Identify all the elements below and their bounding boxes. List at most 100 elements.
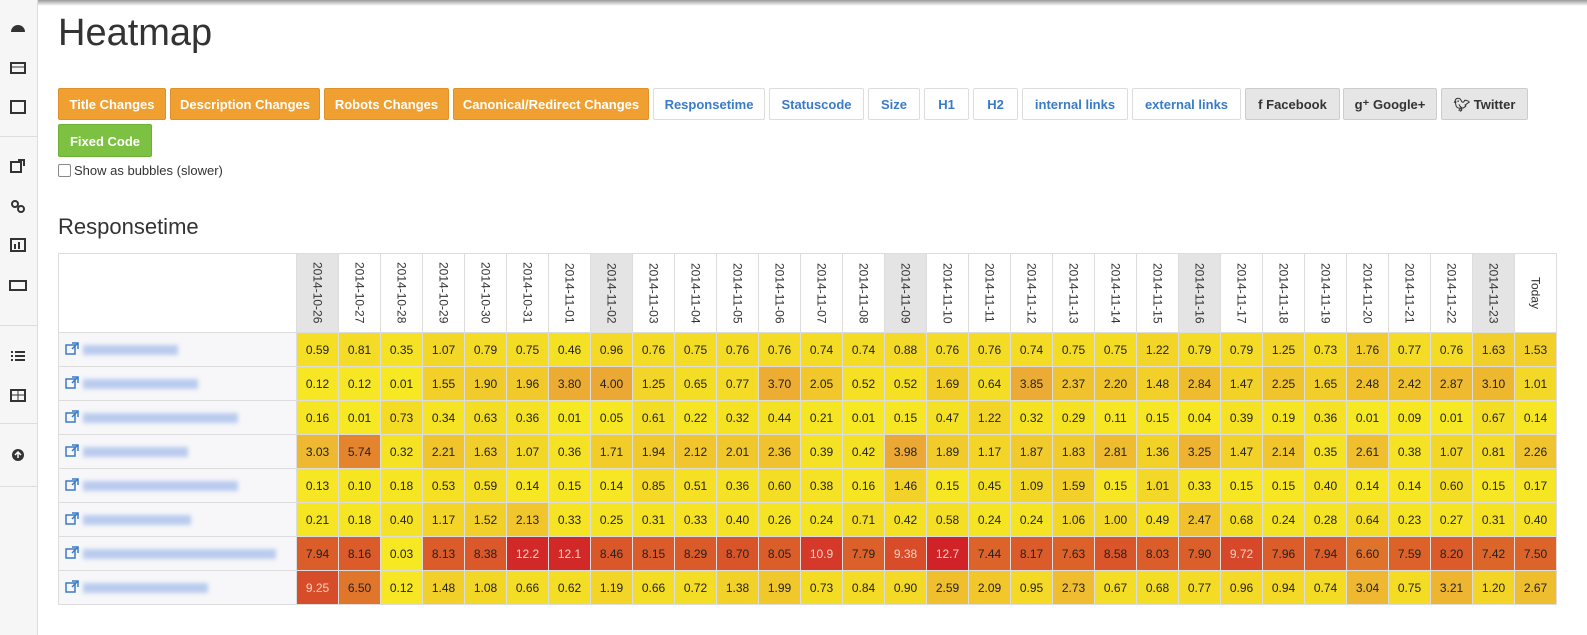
table-row: 0.12 0.12 0.01 1.55 1.90 1.96 3.80 4.00 1.25 0.65… bbox=[58, 366, 1557, 401]
heat-cell: 0.81 bbox=[338, 332, 381, 367]
row-label bbox=[58, 400, 297, 435]
button[interactable]: Robots Changes bbox=[324, 88, 449, 120]
heat-cell: 0.18 bbox=[380, 468, 423, 503]
heat-cell: 1.07 bbox=[1430, 434, 1473, 469]
heat-cell: 0.47 bbox=[926, 400, 969, 435]
heat-cell: 0.60 bbox=[758, 468, 801, 503]
heat-cell: 0.28 bbox=[1304, 502, 1347, 537]
link-icon[interactable] bbox=[65, 342, 79, 356]
blurred-url[interactable] bbox=[83, 515, 191, 525]
heat-cell: 0.96 bbox=[1220, 570, 1263, 605]
separator bbox=[0, 486, 37, 487]
bullet-list-icon[interactable] bbox=[9, 348, 27, 364]
heat-cell: 0.75 bbox=[506, 332, 549, 367]
link-icon[interactable] bbox=[65, 376, 79, 390]
heat-cell: 0.74 bbox=[800, 332, 843, 367]
heat-cell: 0.26 bbox=[758, 502, 801, 537]
link-icon[interactable] bbox=[65, 546, 79, 560]
heat-cell: 0.73 bbox=[800, 570, 843, 605]
top-shadow bbox=[0, 0, 1587, 6]
dashboard-icon[interactable] bbox=[9, 20, 27, 36]
blurred-url[interactable] bbox=[83, 549, 276, 559]
heat-cell: 0.01 bbox=[842, 400, 885, 435]
heat-cell: 0.11 bbox=[1094, 400, 1137, 435]
heat-cell: 0.31 bbox=[1472, 502, 1515, 537]
heat-cell: 0.46 bbox=[548, 332, 591, 367]
button[interactable]: Responsetime bbox=[653, 88, 765, 120]
heat-cell: 0.67 bbox=[1094, 570, 1137, 605]
blurred-url[interactable] bbox=[83, 379, 198, 389]
button[interactable]: Description Changes bbox=[170, 88, 320, 120]
heat-cell: 0.76 bbox=[926, 332, 969, 367]
blurred-url[interactable] bbox=[83, 345, 178, 355]
button[interactable]: f Facebook bbox=[1245, 88, 1340, 120]
heat-cell: 0.32 bbox=[716, 400, 759, 435]
heat-cell: 2.05 bbox=[800, 366, 843, 401]
blurred-url[interactable] bbox=[83, 447, 188, 457]
row-label bbox=[58, 366, 297, 401]
table-row: 0.13 0.10 0.18 0.53 0.59 0.14 0.15 0.14 0.85 0.51… bbox=[58, 468, 1557, 503]
keyboard-icon[interactable] bbox=[9, 277, 27, 293]
button[interactable]: H2 bbox=[973, 88, 1018, 120]
heat-cell: 0.12 bbox=[338, 366, 381, 401]
link-icon[interactable] bbox=[65, 410, 79, 424]
heat-cell: 0.73 bbox=[1304, 332, 1347, 367]
link-icon[interactable] bbox=[65, 512, 79, 526]
button[interactable]: external links bbox=[1132, 88, 1241, 120]
checkbox[interactable]: Show as bubbles (slower) bbox=[58, 163, 223, 178]
button[interactable]: internal links bbox=[1022, 88, 1128, 120]
heat-cell: 0.58 bbox=[926, 502, 969, 537]
link-icon[interactable] bbox=[9, 198, 27, 214]
button[interactable]: Statuscode bbox=[769, 88, 864, 120]
upload-icon[interactable] bbox=[9, 447, 27, 463]
column-label: 2014-11-06 bbox=[772, 262, 787, 324]
button[interactable]: g⁺ Google+ bbox=[1343, 88, 1437, 120]
button[interactable]: 🐦︎ Twitter bbox=[1441, 88, 1528, 120]
column-header: 2014-11-10 bbox=[926, 253, 969, 333]
blurred-url[interactable] bbox=[83, 583, 208, 593]
button[interactable]: H1 bbox=[924, 88, 969, 120]
heat-cell: 1.00 bbox=[1094, 502, 1137, 537]
button-label: Facebook bbox=[1266, 97, 1327, 112]
column-header: 2014-11-16 bbox=[1178, 253, 1221, 333]
heat-cell: 8.17 bbox=[1010, 536, 1053, 571]
button[interactable]: Fixed Code bbox=[58, 124, 152, 157]
column-header: 2014-11-23 bbox=[1472, 253, 1515, 333]
blurred-url[interactable] bbox=[83, 413, 238, 423]
column-header: 2014-11-18 bbox=[1262, 253, 1305, 333]
checkbox-box[interactable] bbox=[58, 164, 71, 177]
heat-cell: 1.25 bbox=[632, 366, 675, 401]
row-label bbox=[58, 536, 297, 571]
chart-icon[interactable] bbox=[9, 237, 27, 253]
heat-cell: 0.10 bbox=[338, 468, 381, 503]
link-icon[interactable] bbox=[65, 580, 79, 594]
heat-cell: 7.42 bbox=[1472, 536, 1515, 571]
heat-cell: 1.69 bbox=[926, 366, 969, 401]
link-icon[interactable] bbox=[65, 478, 79, 492]
heat-cell: 3.25 bbox=[1178, 434, 1221, 469]
heat-cell: 1.63 bbox=[464, 434, 507, 469]
separator bbox=[0, 325, 37, 326]
heat-cell: 1.47 bbox=[1220, 366, 1263, 401]
button[interactable]: Size bbox=[868, 88, 920, 120]
button-label: Twitter bbox=[1473, 97, 1516, 112]
list-icon[interactable] bbox=[9, 60, 27, 76]
heat-cell: 0.15 bbox=[1136, 400, 1179, 435]
heat-cell: 0.76 bbox=[1430, 332, 1473, 367]
heat-cell: 0.01 bbox=[1346, 400, 1389, 435]
table-icon[interactable] bbox=[9, 387, 27, 403]
external-icon[interactable] bbox=[9, 158, 27, 174]
button[interactable]: Title Changes bbox=[58, 88, 166, 120]
column-header: 2014-10-26 bbox=[296, 253, 339, 333]
blurred-url[interactable] bbox=[83, 481, 238, 491]
separator bbox=[0, 423, 37, 424]
calendar-icon[interactable] bbox=[9, 98, 27, 114]
heat-cell: 0.62 bbox=[548, 570, 591, 605]
link-icon[interactable] bbox=[65, 444, 79, 458]
heat-cell: 8.46 bbox=[590, 536, 633, 571]
corner-cell bbox=[58, 253, 297, 333]
button[interactable]: Canonical/Redirect Changes bbox=[453, 88, 649, 120]
heat-cell: 2.14 bbox=[1262, 434, 1305, 469]
heat-cell: 0.14 bbox=[1388, 468, 1431, 503]
column-header: 2014-11-07 bbox=[800, 253, 843, 333]
